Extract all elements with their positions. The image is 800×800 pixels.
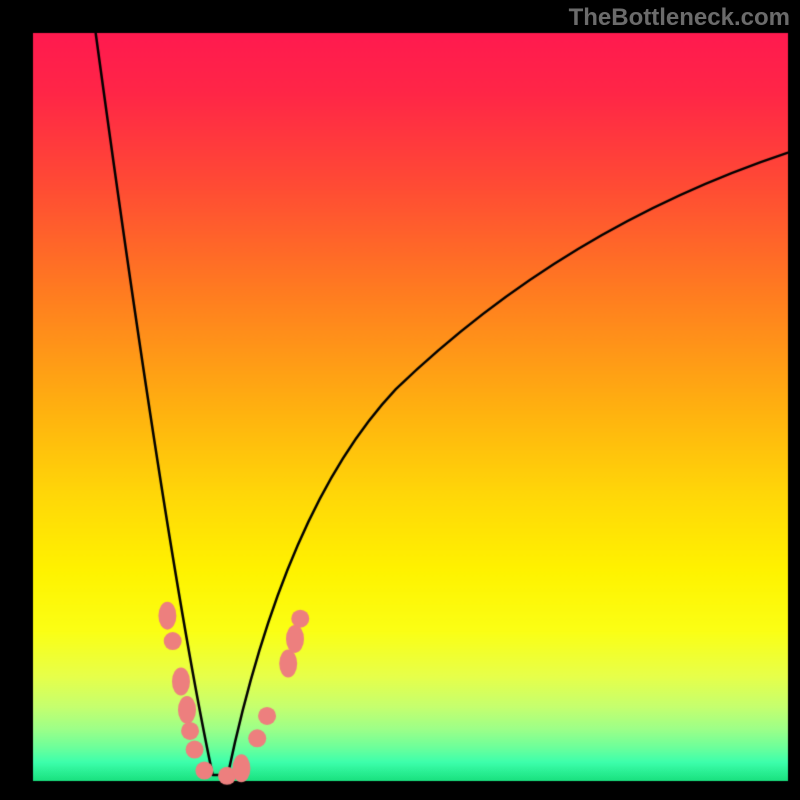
chart-stage: TheBottleneck.com bbox=[0, 0, 800, 800]
bottleneck-curve-layer bbox=[0, 0, 800, 800]
watermark-text: TheBottleneck.com bbox=[569, 4, 790, 32]
